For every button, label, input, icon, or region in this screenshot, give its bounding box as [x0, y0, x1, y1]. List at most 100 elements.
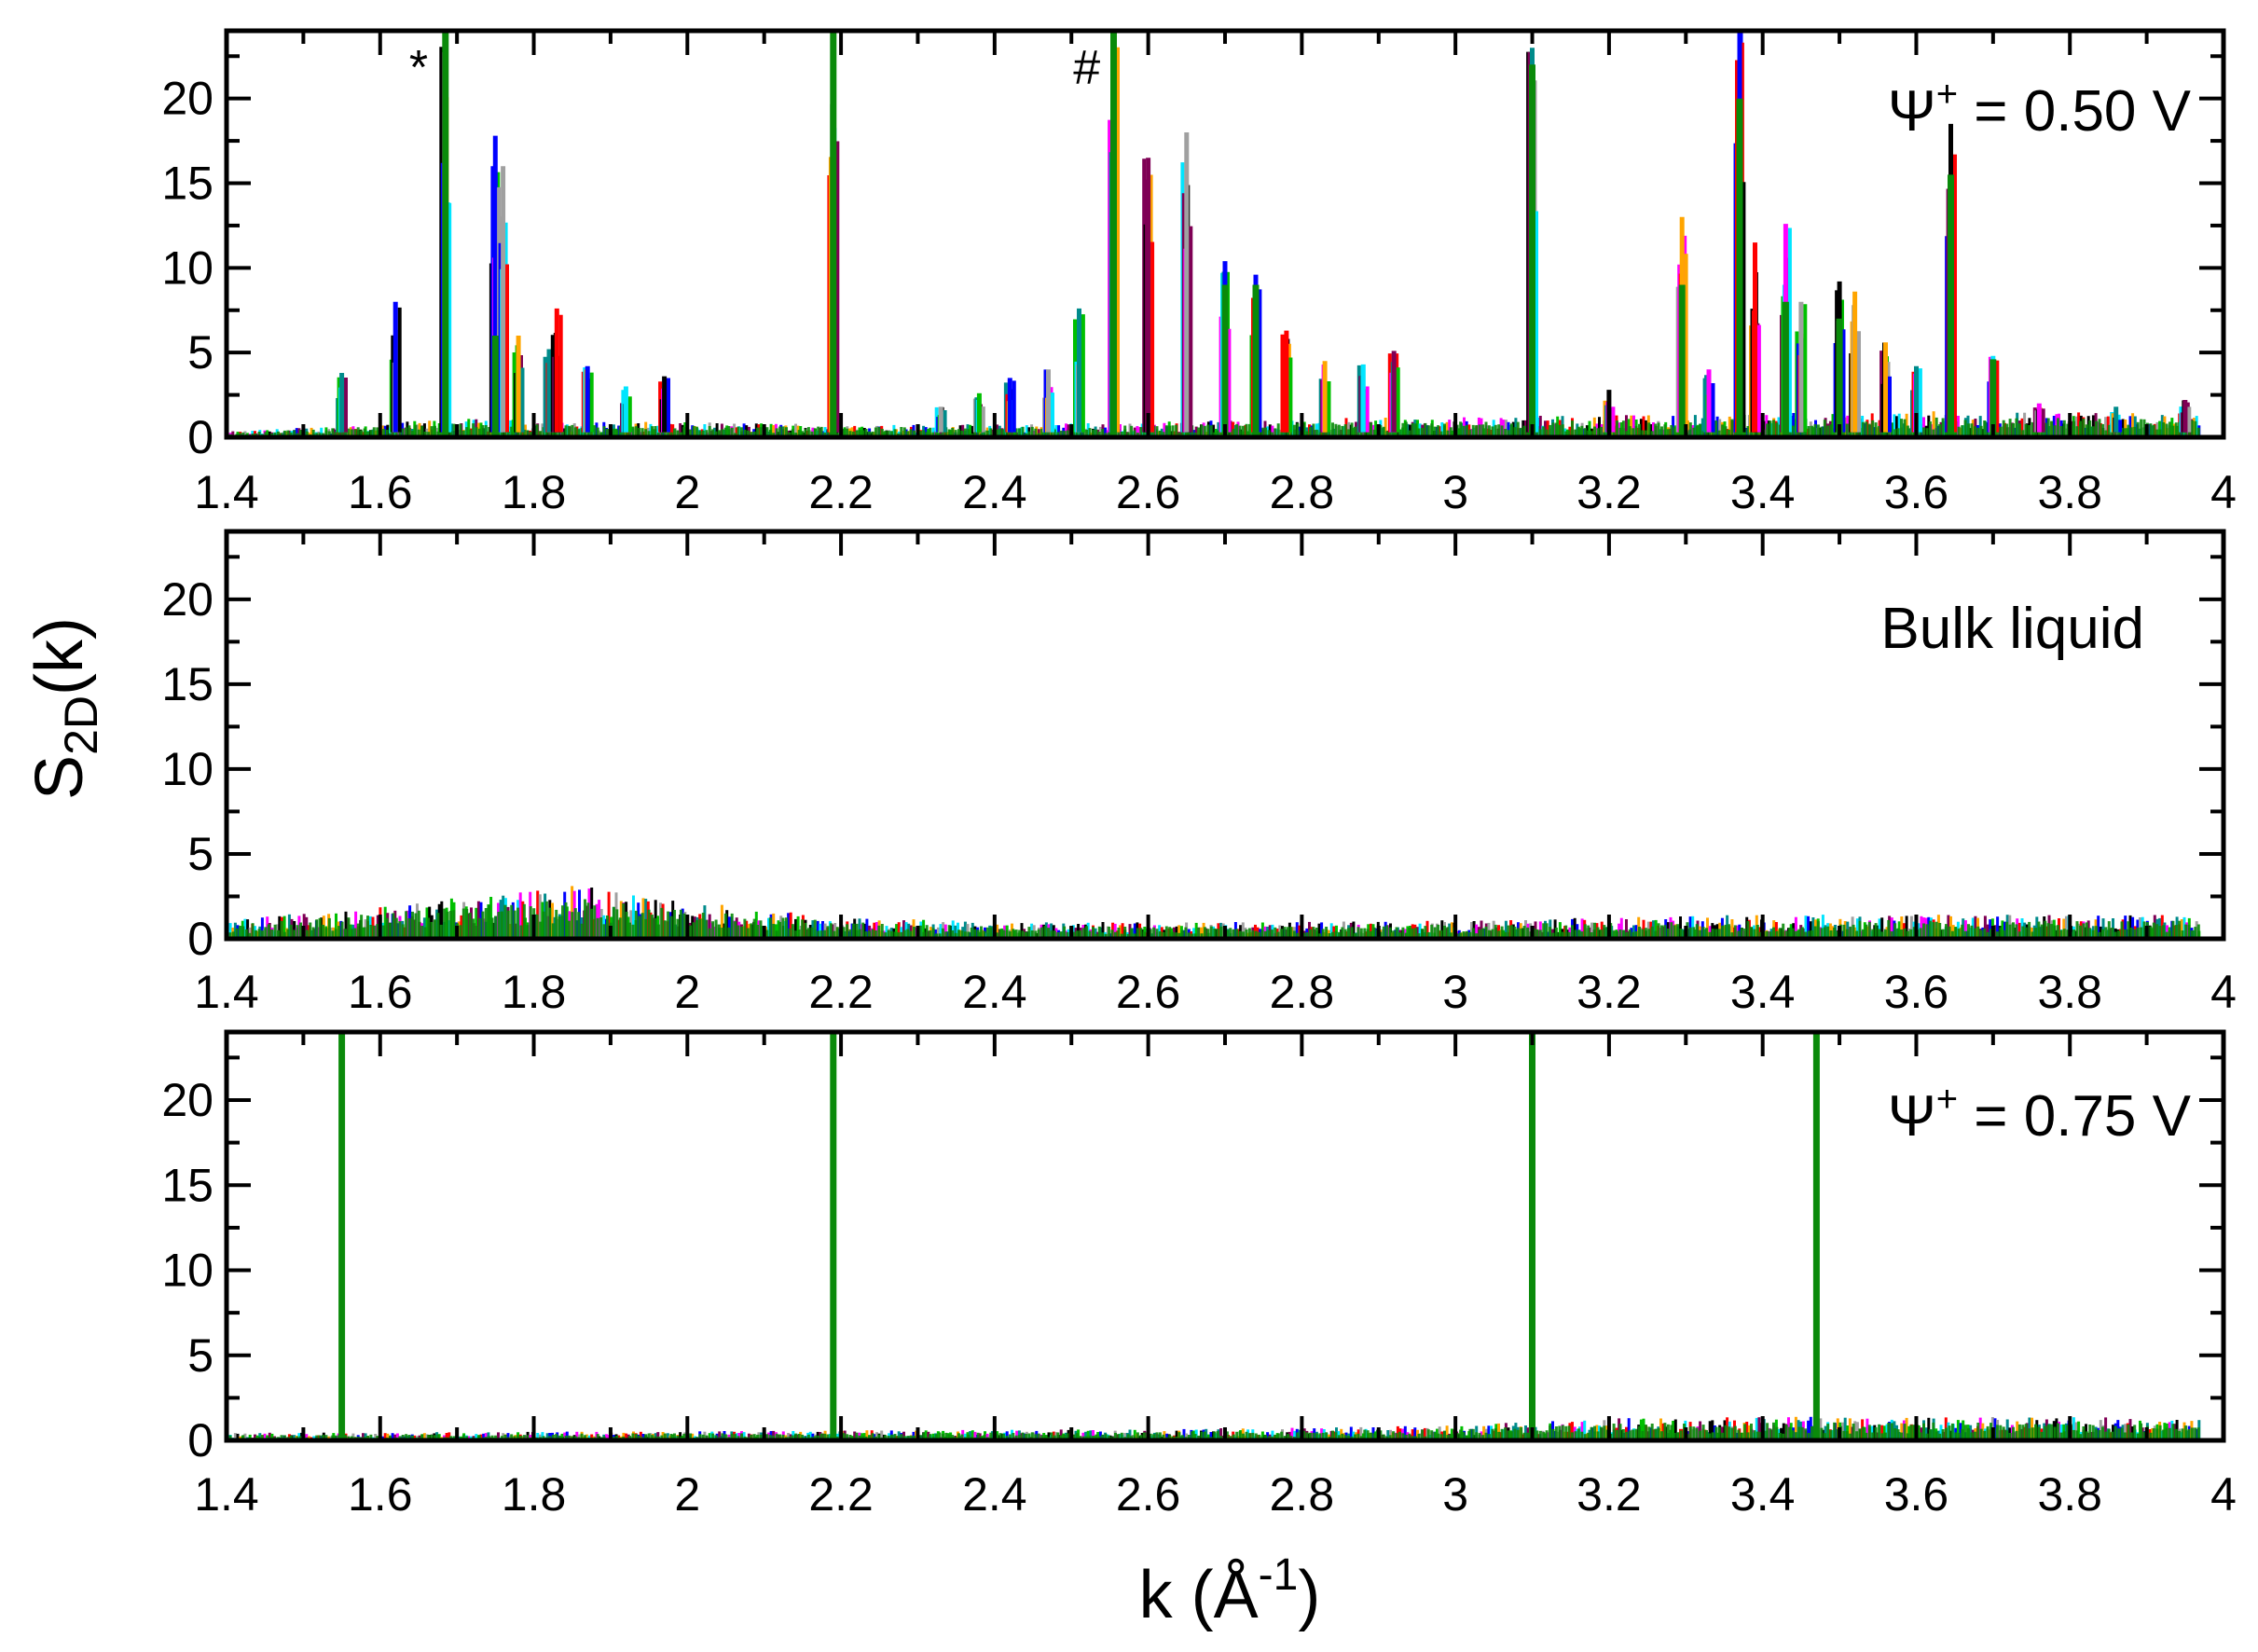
- y-tick-label: 15: [161, 1159, 213, 1211]
- x-tick-label: 2.8: [1270, 966, 1335, 1018]
- y-axis-title-tail: (k): [22, 617, 97, 695]
- y-tick-label: 10: [161, 241, 213, 294]
- peak-top-2.47: [1042, 369, 1054, 433]
- x-tick-label: 2.2: [808, 1468, 874, 1521]
- x-tick-label: 1.8: [502, 466, 567, 518]
- peak-top-1.87: [581, 365, 594, 433]
- x-tick-label: 1.6: [348, 466, 413, 518]
- peak-top-2.42: [1003, 378, 1016, 433]
- x-tick-label: 1.4: [194, 1468, 259, 1521]
- panel-label-top: Ψ+ = 0.50 V: [1888, 74, 2192, 144]
- peak-top-2.92: [1387, 351, 1400, 433]
- panel-label-main: Ψ: [1888, 79, 1936, 144]
- peak-top-2.33: [934, 406, 947, 433]
- panel-bottom: 1.4 1.6 1.8 2 2.2 2.4 2.6 2.8 3 3.2 3.4 3.6 3.8 4 0 5 10…: [161, 1029, 2237, 1521]
- x-tick-label: 3.2: [1576, 1468, 1642, 1521]
- peak-marker: *: [409, 41, 428, 95]
- peak-top-3.95: [2179, 400, 2192, 433]
- panel-label-superscript: +: [1936, 1079, 1958, 1120]
- peak-top-1.62: [389, 301, 402, 433]
- x-tick-label: 2: [674, 1468, 700, 1521]
- panel-label-middle: Bulk liquid: [1880, 597, 2144, 661]
- x-tick-label: 3.4: [1730, 1468, 1796, 1521]
- x-tick-label: 3.8: [2037, 466, 2102, 518]
- x-tick-label: 2.4: [962, 966, 1027, 1018]
- y-tick-label: 10: [161, 1245, 213, 1297]
- x-tick-label: 2: [674, 966, 700, 1018]
- y-axis-title-main: S: [22, 755, 97, 800]
- peak-top-3.33: [1702, 369, 1715, 433]
- y-tick-label: 20: [161, 73, 213, 125]
- panel-middle: 1.4 1.6 1.8 2 2.2 2.4 2.6 2.8 3 3.2 3.4 3.6 3.8 4 0 5 10…: [161, 529, 2237, 1018]
- x-ticks-bottom: 1.4 1.6 1.8 2 2.2 2.4 2.6 2.8 3 3.2 3.4 3.6 3.8 4: [194, 1032, 2237, 1521]
- x-tick-label: 2: [674, 466, 700, 518]
- x-tick-label: 3.6: [1884, 966, 1949, 1018]
- x-tick-label: 1.6: [348, 1468, 413, 1521]
- y-tick-label: 5: [187, 326, 213, 379]
- x-tick-label: 2.2: [808, 966, 874, 1018]
- x-tick-label: 3: [1442, 466, 1468, 518]
- y-axis-title: S2D(k): [22, 617, 107, 800]
- x-tick-label: 2.6: [1116, 466, 1181, 518]
- panel-label-tail: = 0.50 V: [1958, 79, 2192, 144]
- y-tick-label: 0: [187, 411, 213, 463]
- y-axis-title-subscript: 2D: [55, 695, 107, 755]
- series-noise-middle: [228, 886, 2201, 939]
- panel-label-bottom: Ψ+ = 0.75 V: [1888, 1079, 2192, 1149]
- plot-area-middle: [228, 886, 2201, 939]
- x-tick-label: 2.8: [1270, 1468, 1335, 1521]
- peak-top-2.65: [1180, 132, 1193, 433]
- peak-top-3.86: [2110, 406, 2123, 433]
- y-ticks-bottom: 0 5 10 15 20: [161, 1055, 2224, 1466]
- y-tick-label: 15: [161, 658, 213, 710]
- x-axis-title-superscript: -1: [1259, 1550, 1299, 1600]
- peak-top-2.38: [972, 392, 985, 433]
- x-tick-label: 4: [2210, 1468, 2237, 1521]
- x-axis-title-tail: ): [1298, 1558, 1320, 1632]
- panel-top: 1.4 1.6 1.8 2 2.2 2.4 2.6 2.8 3 3.2 3.4 3.6 3.8 4 0 5 10…: [161, 28, 2237, 518]
- y-tick-label: 15: [161, 158, 213, 210]
- peak-top-3.56: [1879, 342, 1892, 433]
- peak-top-2.88: [1356, 364, 1370, 433]
- peak-top-2.78: [1280, 330, 1293, 433]
- peak-top-2.6: [1142, 158, 1155, 433]
- x-ticks-top: 1.4 1.6 1.8 2 2.2 2.4 2.6 2.8 3 3.2 3.4 3.6 3.8 4: [194, 31, 2237, 518]
- peak-top-3.39: [1749, 242, 1761, 433]
- x-tick-label: 2.2: [808, 466, 874, 518]
- x-tick-label: 1.8: [502, 966, 567, 1018]
- peak-top-1.83: [550, 308, 563, 433]
- y-tick-label: 20: [161, 573, 213, 626]
- x-tick-label: 1.8: [502, 1468, 567, 1521]
- peak-top-1.55: [336, 373, 348, 433]
- x-tick-label: 2.8: [1270, 466, 1335, 518]
- x-axis-title: k (Å-1): [1139, 1550, 1321, 1632]
- x-ticks-middle: 1.4 1.6 1.8 2 2.2 2.4 2.6 2.8 3 3.2 3.4 3.6 3.8 4: [194, 531, 2237, 1018]
- x-tick-label: 4: [2210, 466, 2237, 518]
- x-tick-label: 1.4: [194, 466, 259, 518]
- x-tick-label: 3.4: [1730, 466, 1796, 518]
- x-tick-label: 3.6: [1884, 466, 1949, 518]
- x-tick-label: 2.4: [962, 466, 1027, 518]
- panels: 1.4 1.6 1.8 2 2.2 2.4 2.6 2.8 3 3.2 3.4 3.6 3.8 4 0 5 10…: [161, 28, 2237, 1521]
- x-tick-label: 3.8: [2037, 966, 2102, 1018]
- x-tick-label: 2.4: [962, 1468, 1027, 1521]
- x-tick-label: 1.6: [348, 966, 413, 1018]
- x-tick-label: 3.2: [1576, 966, 1642, 1018]
- y-ticks-top: 0 5 10 15 20: [161, 54, 2224, 463]
- x-tick-label: 4: [2210, 966, 2237, 1018]
- x-axis-title-main: k (Å: [1139, 1558, 1259, 1632]
- plot-frame-middle: [224, 529, 2226, 942]
- peak-top-1.78: [512, 336, 525, 433]
- y-tick-label: 5: [187, 828, 213, 880]
- peak-top-3.45: [1795, 301, 1808, 433]
- y-tick-label: 0: [187, 1414, 213, 1466]
- peak-top-1.92: [620, 386, 632, 433]
- y-ticks-middle: 0 5 10 15 20: [161, 555, 2224, 965]
- y-tick-label: 20: [161, 1074, 213, 1126]
- panel-label-main: Bulk liquid: [1880, 597, 2144, 661]
- peak-top-1.97: [658, 376, 670, 433]
- x-tick-label: 3.2: [1576, 466, 1642, 518]
- series-noise-bottom: [228, 1416, 2201, 1440]
- x-tick-label: 2.6: [1116, 1468, 1181, 1521]
